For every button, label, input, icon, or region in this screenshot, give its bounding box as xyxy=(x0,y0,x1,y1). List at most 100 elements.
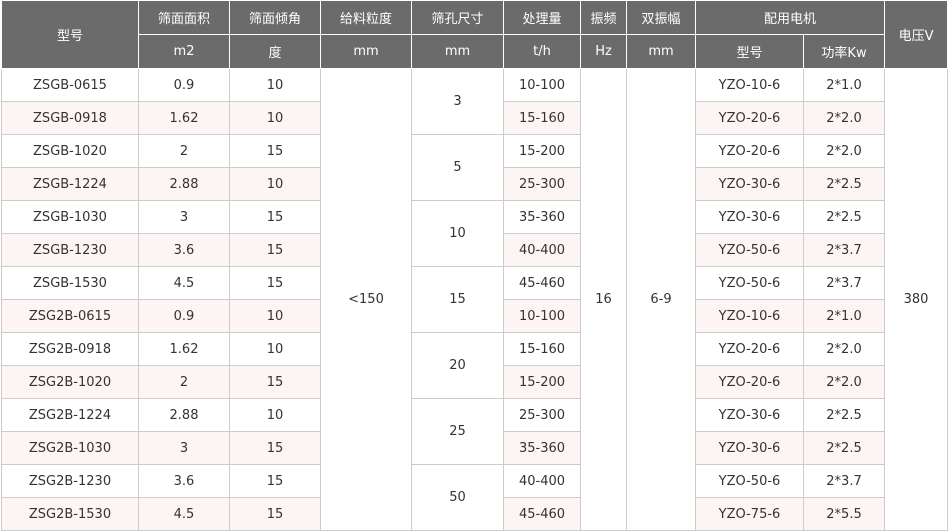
frequency: 16 xyxy=(580,68,627,531)
table-row: ZSG2B-0615 0.9 10 10-100 YZO-10-6 2*1.0 xyxy=(1,299,948,333)
header-unit: mm xyxy=(411,34,504,69)
capacity: 15-160 xyxy=(503,332,581,366)
mesh-size: 50 xyxy=(411,464,504,531)
screen-angle: 15 xyxy=(229,233,321,267)
table-row: ZSG2B-1230 3.6 15 50 40-400 YZO-50-6 2*3.7 xyxy=(1,464,948,531)
motor-model: YZO-50-6 xyxy=(695,464,804,498)
screen-area: 4.5 xyxy=(138,497,230,531)
mesh-size: 15 xyxy=(411,266,504,333)
motor-power: 2*2.5 xyxy=(802,200,886,234)
capacity: 35-360 xyxy=(503,431,581,465)
capacity: 15-160 xyxy=(503,101,581,135)
capacity: 45-460 xyxy=(503,497,581,531)
table-row: ZSG2B-0918 1.62 10 20 15-160 YZO-20-6 2*2.0 xyxy=(1,332,948,399)
screen-area: 3.6 xyxy=(138,464,230,498)
screen-area: 0.9 xyxy=(138,68,230,102)
voltage: 380 xyxy=(884,68,949,531)
mesh-size: 25 xyxy=(411,398,504,465)
header-cell: 型号 xyxy=(1,0,139,69)
motor-power: 2*2.0 xyxy=(802,332,886,366)
model: ZSGB-0918 xyxy=(1,101,139,135)
table-row: ZSGB-1030 3 15 10 35-360 YZO-30-6 2*2.5 xyxy=(1,200,948,267)
screen-area: 2.88 xyxy=(138,167,230,201)
model: ZSG2B-1030 xyxy=(1,431,139,465)
screen-angle: 10 xyxy=(229,299,321,333)
header-unit: 型号 xyxy=(695,34,804,69)
capacity: 15-200 xyxy=(503,365,581,399)
motor-model: YZO-20-6 xyxy=(695,134,804,168)
table-row: ZSGB-1020 2 15 5 15-200 YZO-20-6 2*2.0 xyxy=(1,134,948,201)
header-unit: 功率Kw xyxy=(802,34,886,69)
header-cell: 配用电机 xyxy=(694,0,886,35)
motor-model: YZO-10-6 xyxy=(695,299,804,333)
mesh-size: 10 xyxy=(411,200,504,267)
motor-model: YZO-10-6 xyxy=(695,68,804,102)
header-unit: mm xyxy=(320,34,412,69)
table-row: ZSGB-1224 2.88 10 25-300 YZO-30-6 2*2.5 xyxy=(1,167,948,201)
capacity: 25-300 xyxy=(503,398,581,432)
motor-power: 2*2.5 xyxy=(802,431,886,465)
model: ZSGB-1530 xyxy=(1,266,139,300)
table-row: ZSG2B-1530 4.5 15 45-460 YZO-75-6 2*5.5 xyxy=(1,497,948,531)
table-row: ZSGB-1230 3.6 15 40-400 YZO-50-6 2*3.7 xyxy=(1,233,948,267)
motor-power: 2*1.0 xyxy=(802,68,886,102)
model: ZSGB-1230 xyxy=(1,233,139,267)
screen-area: 3 xyxy=(138,431,230,465)
screen-angle: 10 xyxy=(229,398,321,432)
screen-angle: 15 xyxy=(229,365,321,399)
table-row: ZSG2B-1030 3 15 35-360 YZO-30-6 2*2.5 xyxy=(1,431,948,465)
capacity: 10-100 xyxy=(503,299,581,333)
header-row: m2 度 mm mm t/h Hz mm 型号 功率Kw xyxy=(2,34,948,69)
screen-angle: 15 xyxy=(229,497,321,531)
header-cell: 筛面倾角 xyxy=(229,0,321,35)
screen-angle: 15 xyxy=(229,200,321,234)
motor-model: YZO-20-6 xyxy=(695,332,804,366)
model: ZSGB-1020 xyxy=(1,134,139,168)
table-row: ZSG2B-1020 2 15 15-200 YZO-20-6 2*2.0 xyxy=(1,365,948,399)
header-cell: 筛孔尺寸 xyxy=(411,0,504,35)
mesh-size: 20 xyxy=(411,332,504,399)
screen-area: 2 xyxy=(138,134,230,168)
motor-model: YZO-50-6 xyxy=(695,233,804,267)
motor-power: 2*3.7 xyxy=(802,233,886,267)
screen-area: 2.88 xyxy=(138,398,230,432)
capacity: 25-300 xyxy=(503,167,581,201)
table-row: ZSGB-1530 4.5 15 15 45-460 YZO-50-6 2*3.7 xyxy=(1,266,948,333)
model: ZSG2B-0918 xyxy=(1,332,139,366)
header-cell: 给料粒度 xyxy=(320,0,412,35)
header-unit: t/h xyxy=(503,34,581,69)
header-unit: mm xyxy=(626,34,696,69)
motor-model: YZO-20-6 xyxy=(695,101,804,135)
motor-model: YZO-30-6 xyxy=(695,200,804,234)
capacity: 10-100 xyxy=(503,68,581,102)
screen-angle: 15 xyxy=(229,431,321,465)
capacity: 40-400 xyxy=(503,464,581,498)
screen-angle: 10 xyxy=(229,167,321,201)
model: ZSG2B-1230 xyxy=(1,464,139,498)
screen-angle: 10 xyxy=(229,101,321,135)
motor-model: YZO-30-6 xyxy=(695,167,804,201)
header-unit: 度 xyxy=(229,34,321,69)
header-unit: Hz xyxy=(580,34,627,69)
model: ZSG2B-1020 xyxy=(1,365,139,399)
motor-power: 2*3.7 xyxy=(802,266,886,300)
header-cell: 电压V xyxy=(884,0,949,69)
screen-angle: 10 xyxy=(229,68,321,102)
screen-area: 4.5 xyxy=(138,266,230,300)
capacity: 15-200 xyxy=(503,134,581,168)
motor-model: YZO-30-6 xyxy=(695,431,804,465)
screen-angle: 15 xyxy=(229,464,321,498)
screen-angle: 10 xyxy=(229,332,321,366)
table-row: ZSGB-0918 1.62 10 15-160 YZO-20-6 2*2.0 xyxy=(1,101,948,135)
amplitude: 6-9 xyxy=(626,68,696,531)
header-cell: 处理量 xyxy=(503,0,581,35)
screen-angle: 15 xyxy=(229,266,321,300)
screen-angle: 15 xyxy=(229,134,321,168)
header-cell: 振频 xyxy=(580,0,627,35)
table-body: ZSGB-0615 0.9 10 <150 3 10-100 16 6-9 YZO-10-6 2*… xyxy=(1,68,949,531)
header-cell: 双振幅 xyxy=(626,0,696,35)
table-row: ZSGB-0615 0.9 10 <150 3 10-100 16 6-9 YZO-10-6 2*… xyxy=(1,68,949,531)
screen-area: 3.6 xyxy=(138,233,230,267)
header-row: 型号 筛面面积 筛面倾角 给料粒度 筛孔尺寸 处理量 振频 双振幅 配用电机 电压V xyxy=(1,0,949,69)
